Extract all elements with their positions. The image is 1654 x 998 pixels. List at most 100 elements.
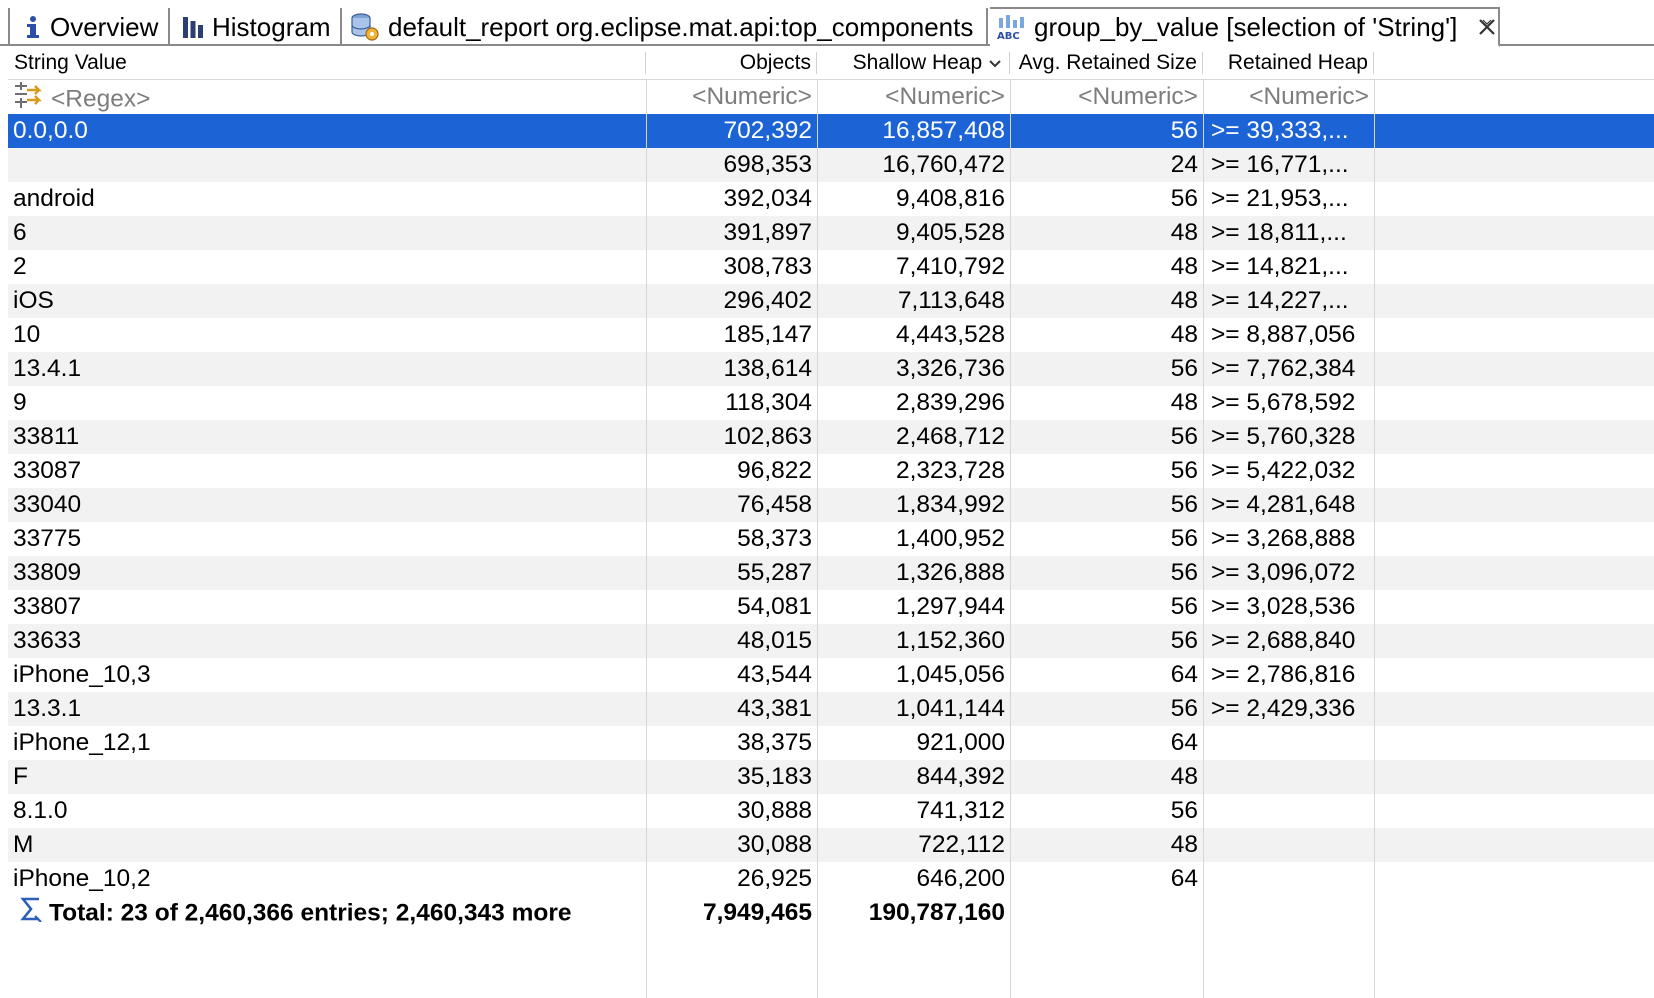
table-row[interactable]: 33811 102,863 2,468,712 56 >= 5,760,328 (8, 420, 1654, 454)
column-header-avg-retained[interactable]: Avg. Retained Size (1010, 46, 1203, 79)
column-divider (1010, 80, 1011, 998)
cell-avg-retained: 56 (1170, 525, 1198, 552)
cell-string-value: 33807 (13, 593, 82, 620)
table-row[interactable]: iPhone_10,2 26,925 646,200 64 (8, 862, 1654, 896)
cell-retained-heap: >= 2,688,840 (1211, 627, 1356, 654)
filter-retained-heap[interactable]: <Numeric> (1249, 83, 1369, 110)
cell-objects: 55,287 (737, 559, 812, 586)
table-row[interactable]: 13.4.1 138,614 3,326,736 56 >= 7,762,384 (8, 352, 1654, 386)
cell-string-value: 33811 (13, 423, 80, 450)
tab-histogram[interactable]: Histogram (172, 8, 342, 46)
cell-shallow-heap: 1,041,144 (896, 695, 1005, 722)
svg-text:ABC: ABC (997, 31, 1020, 40)
table-row[interactable]: 33775 58,373 1,400,952 56 >= 3,268,888 (8, 522, 1654, 556)
cell-string-value: 33087 (13, 457, 82, 484)
filter-objects[interactable]: <Numeric> (692, 83, 812, 110)
table-row[interactable]: iOS 296,402 7,113,648 48 >= 14,227,... (8, 284, 1654, 318)
cell-objects: 296,402 (723, 287, 812, 314)
cell-retained-heap (1203, 760, 1374, 794)
cell-shallow-heap: 4,443,528 (896, 321, 1005, 348)
cell-retained-heap: >= 8,887,056 (1211, 321, 1356, 348)
cell-shallow-heap: 1,326,888 (896, 559, 1005, 586)
cell-avg-retained: 64 (1170, 729, 1198, 756)
table-row[interactable]: iPhone_10,3 43,544 1,045,056 64 >= 2,786,816 (8, 658, 1654, 692)
cell-string-value: M (13, 831, 34, 858)
table-header: String Value Objects Shallow Heap Avg. R… (8, 46, 1654, 80)
cell-shallow-heap: 2,839,296 (896, 389, 1005, 416)
cell-avg-retained: 64 (1170, 661, 1198, 688)
cell-string-value: android (13, 185, 95, 212)
cell-shallow-heap: 2,468,712 (896, 423, 1005, 450)
column-divider (1203, 80, 1204, 998)
cell-objects: 48,015 (737, 627, 812, 654)
tab-bar-edge (8, 8, 10, 46)
filter-shallow-heap[interactable]: <Numeric> (885, 83, 1005, 110)
table-row[interactable]: 2 308,783 7,410,792 48 >= 14,821,... (8, 250, 1654, 284)
table-row[interactable]: android 392,034 9,408,816 56 >= 21,953,... (8, 182, 1654, 216)
table-row[interactable]: 33633 48,015 1,152,360 56 >= 2,688,840 (8, 624, 1654, 658)
tab-label: default_report org.eclipse.mat.api:top_c… (388, 11, 974, 42)
cell-retained-heap: >= 3,028,536 (1211, 593, 1356, 620)
table-row[interactable]: F 35,183 844,392 48 (8, 760, 1654, 794)
cell-retained-heap (1203, 862, 1374, 896)
table-row[interactable]: 0.0,0.0 702,392 16,857,408 56 >= 39,333,... (8, 114, 1654, 148)
cell-avg-retained: 56 (1170, 695, 1198, 722)
cell-string-value (8, 148, 646, 182)
total-row[interactable]: Total: 23 of 2,460,366 entries; 2,460,34… (8, 896, 1654, 930)
cell-objects: 702,392 (723, 117, 812, 144)
table-row[interactable]: iPhone_12,1 38,375 921,000 64 (8, 726, 1654, 760)
cell-retained-heap (1203, 726, 1374, 760)
total-label: Total: 23 of 2,460,366 entries; 2,460,34… (49, 899, 572, 927)
cell-string-value: iPhone_10,3 (13, 661, 151, 688)
tab-overview[interactable]: Overview (10, 8, 170, 46)
filter-avg-retained[interactable]: <Numeric> (1078, 83, 1198, 110)
table-row[interactable]: 10 185,147 4,443,528 48 >= 8,887,056 (8, 318, 1654, 352)
cell-string-value: 0.0,0.0 (13, 117, 88, 144)
cell-avg-retained: 56 (1170, 593, 1198, 620)
table-row[interactable]: 33087 96,822 2,323,728 56 >= 5,422,032 (8, 454, 1654, 488)
table-row[interactable]: M 30,088 722,112 48 (8, 828, 1654, 862)
column-header-retained-heap[interactable]: Retained Heap (1203, 46, 1374, 79)
table-row[interactable]: 698,353 16,760,472 24 >= 16,771,... (8, 148, 1654, 182)
cell-shallow-heap: 3,326,736 (896, 355, 1005, 382)
cell-retained-heap: >= 5,760,328 (1211, 423, 1356, 450)
column-header-objects[interactable]: Objects (646, 46, 817, 79)
total-avg-retained (1010, 896, 1203, 930)
cell-avg-retained: 56 (1170, 117, 1198, 144)
close-icon[interactable] (1475, 15, 1498, 39)
cell-objects: 43,381 (737, 695, 812, 722)
cell-avg-retained: 48 (1170, 219, 1198, 246)
filter-string-value[interactable]: <Regex> (8, 80, 646, 114)
filter-icon (13, 80, 47, 114)
cell-objects: 138,614 (723, 355, 812, 382)
cell-shallow-heap: 1,297,944 (896, 593, 1005, 620)
cell-retained-heap: >= 14,227,... (1211, 287, 1349, 314)
cell-retained-heap: >= 18,811,... (1211, 219, 1347, 246)
cell-shallow-heap: 844,392 (916, 763, 1005, 790)
column-header-string-value[interactable]: String Value (8, 46, 646, 79)
cell-retained-heap: >= 5,678,592 (1211, 389, 1356, 416)
bar-chart-icon (182, 15, 204, 39)
table-row[interactable]: 33040 76,458 1,834,992 56 >= 4,281,648 (8, 488, 1654, 522)
report-database-icon (350, 12, 380, 42)
cell-avg-retained: 48 (1170, 321, 1198, 348)
table-row[interactable]: 8.1.0 30,888 741,312 56 (8, 794, 1654, 828)
cell-objects: 76,458 (737, 491, 812, 518)
table-row[interactable]: 33807 54,081 1,297,944 56 >= 3,028,536 (8, 590, 1654, 624)
cell-shallow-heap: 1,834,992 (896, 491, 1005, 518)
table-row[interactable]: 13.3.1 43,381 1,041,144 56 >= 2,429,336 (8, 692, 1654, 726)
column-header-shallow-heap[interactable]: Shallow Heap (817, 46, 1010, 79)
cell-avg-retained: 56 (1170, 423, 1198, 450)
tab-label: Overview (50, 11, 159, 42)
table-row[interactable]: 6 391,897 9,405,528 48 >= 18,811,... (8, 216, 1654, 250)
tab-default-report[interactable]: default_report org.eclipse.mat.api:top_c… (344, 8, 988, 46)
total-objects: 7,949,465 (703, 899, 812, 926)
table-row[interactable]: 33809 55,287 1,326,888 56 >= 3,096,072 (8, 556, 1654, 590)
tab-group-by-value[interactable]: ABC group_by_value [selection of 'String… (990, 7, 1500, 47)
cell-string-value: 33775 (13, 525, 82, 552)
cell-string-value: 9 (13, 389, 27, 416)
cell-objects: 43,544 (737, 661, 812, 688)
table-row[interactable]: 9 118,304 2,839,296 48 >= 5,678,592 (8, 386, 1654, 420)
cell-objects: 35,183 (737, 763, 812, 790)
